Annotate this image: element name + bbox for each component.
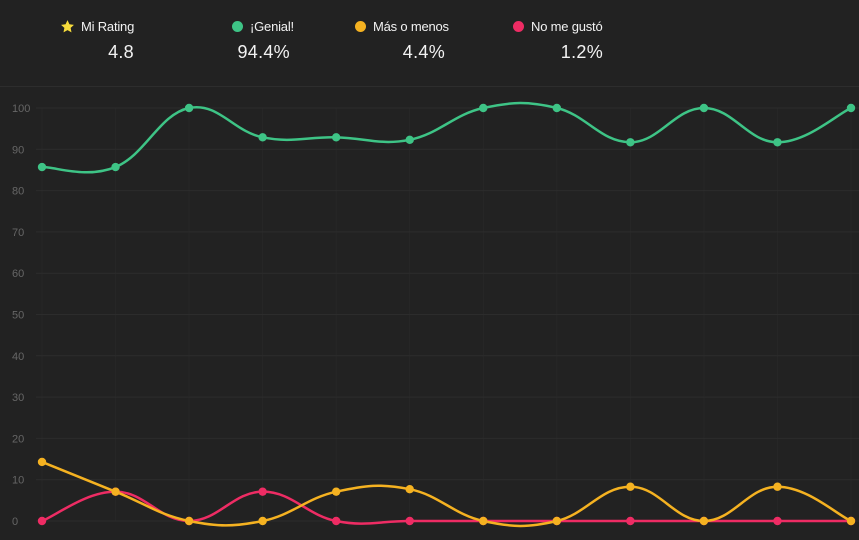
y-tick-label: 100 [12, 103, 30, 115]
data-point[interactable] [552, 103, 562, 113]
series-points [37, 103, 856, 526]
data-point[interactable] [699, 516, 709, 526]
genial-label: ¡Genial! [250, 18, 294, 34]
no-me-gusto-stat[interactable]: No me gustó 1.2% [513, 16, 609, 66]
data-point[interactable] [626, 482, 635, 491]
no-me-gusto-label: No me gustó [531, 18, 603, 34]
data-point[interactable] [846, 103, 856, 113]
grid-lines [36, 107, 859, 522]
data-point[interactable] [258, 487, 267, 496]
data-point[interactable] [773, 138, 782, 147]
rating-label: Mi Rating [81, 18, 135, 34]
data-point[interactable] [699, 103, 709, 113]
data-point[interactable] [479, 103, 488, 113]
data-point[interactable] [479, 516, 488, 526]
data-point[interactable] [184, 516, 194, 526]
star-icon [61, 19, 74, 32]
y-tick-label: 70 [12, 227, 24, 239]
data-point[interactable] [552, 516, 562, 526]
data-point[interactable] [773, 516, 782, 526]
data-point[interactable] [111, 162, 120, 172]
y-tick-label: 20 [12, 433, 24, 445]
y-tick-label: 60 [12, 268, 24, 280]
data-point[interactable] [405, 516, 414, 526]
mas-o-menos-stat[interactable]: Más o menos 4.4% [355, 16, 453, 66]
data-point[interactable] [773, 482, 782, 491]
y-tick-label: 90 [12, 144, 24, 156]
data-point[interactable] [405, 135, 414, 145]
series-line [41, 460, 852, 528]
data-point[interactable] [331, 487, 341, 496]
no-me-gusto-value: 1.2% [560, 42, 603, 62]
rating-value: 4.8 [108, 42, 134, 62]
rating-stat: Mi Rating 4.8 [60, 16, 140, 66]
data-point[interactable] [37, 457, 47, 467]
data-point[interactable] [846, 516, 856, 526]
y-tick-label: 80 [12, 186, 24, 198]
genial-dot-icon [232, 20, 243, 32]
mas-o-menos-label: Más o menos [373, 18, 449, 34]
no-me-gusto-dot-icon [513, 20, 524, 32]
genial-stat[interactable]: ¡Genial! 94.4% [232, 16, 294, 66]
data-point[interactable] [331, 516, 341, 526]
y-tick-label: 10 [12, 475, 24, 487]
data-point[interactable] [626, 516, 635, 526]
data-point[interactable] [258, 516, 267, 526]
summary-header: Mi Rating 4.8 ¡Genial! 94.4% Más o menos… [0, 0, 859, 87]
y-axis: 0 10 20 30 40 50 60 70 80 90 100 [12, 103, 30, 528]
series-line [41, 490, 851, 525]
series-line [41, 101, 852, 174]
y-tick-label: 30 [12, 392, 24, 404]
y-tick-label: 40 [12, 351, 24, 363]
data-point[interactable] [37, 516, 47, 526]
y-tick-label: 50 [12, 310, 24, 322]
y-tick-label: 0 [12, 516, 18, 528]
genial-value: 94.4% [237, 42, 290, 62]
mas-o-menos-value: 4.4% [402, 42, 445, 62]
data-point[interactable] [626, 138, 635, 147]
data-point[interactable] [331, 133, 341, 142]
mas-o-menos-dot-icon [355, 20, 366, 32]
line-chart: 0 10 20 30 40 50 60 70 80 90 100 [12, 101, 859, 528]
data-point[interactable] [37, 162, 47, 172]
data-point[interactable] [111, 487, 120, 496]
data-point[interactable] [184, 103, 194, 113]
data-point[interactable] [405, 484, 414, 494]
data-point[interactable] [258, 133, 267, 142]
